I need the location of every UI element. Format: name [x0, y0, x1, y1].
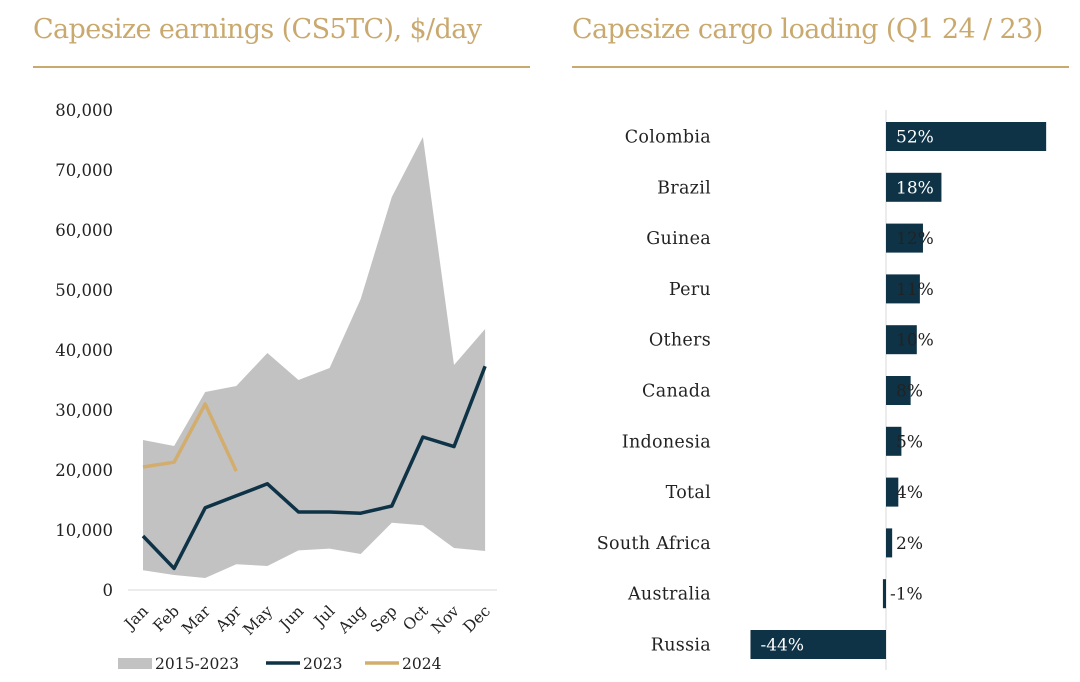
y-tick-label: 30,000 — [55, 401, 113, 420]
earnings-title-rule — [33, 66, 530, 68]
category-label: Colombia — [625, 128, 711, 148]
bar — [886, 274, 920, 304]
earnings-chart-title: Capesize earnings (CS5TC), $/day — [33, 14, 482, 45]
legend-swatch-2015-2023 — [118, 658, 152, 669]
bar-value-label: 8% — [896, 382, 923, 402]
y-tick-label: 60,000 — [55, 221, 113, 240]
bar — [886, 122, 1047, 151]
category-label: Canada — [642, 382, 711, 402]
bar-value-label: 11% — [896, 280, 934, 300]
series-line-2024 — [142, 402, 238, 472]
legend-label-2024: 2024 — [402, 655, 442, 673]
x-tick-label: Apr — [212, 602, 246, 636]
bar-value-label: -44% — [760, 636, 804, 656]
bar-value-label: 52% — [896, 128, 934, 148]
bar-value-label: 12% — [896, 229, 934, 249]
x-tick-label: Sep — [367, 602, 401, 636]
category-label: Others — [649, 331, 711, 351]
category-label: Peru — [669, 280, 711, 300]
x-tick-label: May — [240, 602, 277, 639]
legend-label-2015-2023: 2015-2023 — [155, 655, 239, 673]
category-label: South Africa — [597, 534, 711, 554]
x-tick-label: Feb — [150, 602, 183, 635]
bar — [886, 376, 911, 405]
x-tick-label: Jul — [309, 602, 338, 631]
bar-value-label: 10% — [896, 331, 934, 351]
x-tick-label: Oct — [399, 602, 432, 635]
series-line-2023 — [141, 365, 487, 571]
bar — [886, 528, 893, 558]
x-tick-label: Mar — [178, 602, 214, 638]
y-tick-label: 20,000 — [55, 461, 113, 480]
loading-chart-title: Capesize cargo loading (Q1 24 / 23) — [572, 14, 1043, 45]
bar-value-label: 4% — [896, 483, 923, 503]
category-label: Russia — [651, 636, 711, 656]
y-tick-label: 70,000 — [55, 161, 113, 180]
x-tick-label: Dec — [460, 602, 494, 636]
category-label: Brazil — [657, 178, 711, 198]
x-tick-label: Nov — [428, 602, 463, 637]
loading-title-rule — [572, 66, 1069, 68]
bar — [886, 172, 942, 202]
bar — [886, 477, 899, 507]
bar — [886, 325, 917, 355]
bar — [882, 579, 886, 609]
bar-value-label: 18% — [896, 178, 934, 198]
bar — [886, 426, 902, 456]
bar-value-label: 5% — [896, 432, 923, 452]
category-label: Total — [666, 483, 712, 503]
category-label: Guinea — [646, 229, 711, 249]
bar — [886, 223, 923, 253]
y-tick-label: 80,000 — [55, 101, 113, 120]
x-tick-label: Jun — [275, 602, 308, 635]
x-tick-label: Aug — [334, 602, 369, 637]
bar-value-label: -1% — [890, 585, 923, 605]
y-tick-label: 0 — [103, 581, 114, 600]
y-tick-label: 50,000 — [55, 281, 113, 300]
bar — [750, 630, 886, 659]
x-tick-label: Jan — [120, 602, 152, 634]
category-label: Indonesia — [622, 432, 711, 452]
category-label: Australia — [627, 585, 711, 605]
y-tick-label: 40,000 — [55, 341, 113, 360]
bar-value-label: 2% — [896, 534, 923, 554]
legend-label-2023: 2023 — [303, 655, 342, 673]
y-tick-label: 10,000 — [55, 521, 113, 540]
range-band-2015-2023 — [143, 137, 486, 578]
